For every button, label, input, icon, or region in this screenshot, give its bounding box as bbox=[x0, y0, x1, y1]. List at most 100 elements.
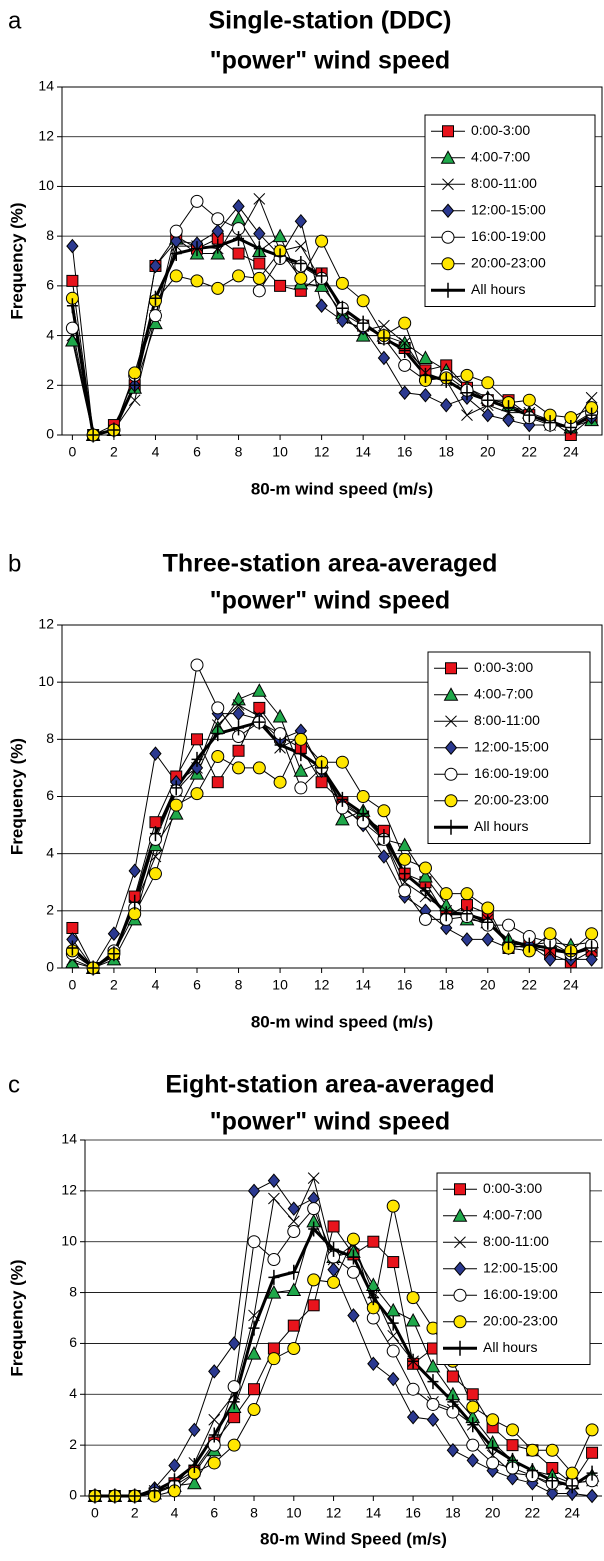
marker bbox=[148, 867, 162, 881]
x-tick-label: 0 bbox=[91, 1505, 99, 1521]
marker bbox=[460, 368, 474, 382]
marker bbox=[445, 819, 457, 835]
x-tick-label: 18 bbox=[438, 444, 454, 460]
marker bbox=[315, 776, 328, 789]
marker bbox=[486, 1463, 499, 1478]
marker bbox=[267, 1253, 281, 1267]
marker bbox=[211, 719, 224, 731]
legend-label: 12:00-15:00 bbox=[471, 201, 546, 217]
marker bbox=[506, 1470, 519, 1486]
marker bbox=[525, 1443, 539, 1457]
x-tick-label: 8 bbox=[250, 1505, 258, 1521]
chart-title: "power" wind speed bbox=[210, 1108, 450, 1136]
marker bbox=[453, 1315, 467, 1329]
marker bbox=[232, 199, 245, 214]
x-tick-label: 14 bbox=[355, 444, 371, 460]
marker bbox=[481, 376, 495, 390]
marker bbox=[228, 1394, 240, 1410]
marker bbox=[248, 1320, 260, 1336]
series-markers bbox=[65, 732, 599, 975]
y-tick-label: 10 bbox=[38, 177, 54, 193]
x-tick-label: 22 bbox=[522, 977, 538, 993]
marker bbox=[357, 315, 369, 331]
marker bbox=[425, 1358, 441, 1373]
x-tick-label: 14 bbox=[366, 1505, 382, 1521]
y-tick-label: 4 bbox=[46, 326, 54, 342]
marker bbox=[149, 826, 161, 842]
marker bbox=[251, 683, 267, 697]
x-tick-label: 12 bbox=[314, 444, 330, 460]
y-tick-label: 10 bbox=[38, 673, 54, 689]
marker bbox=[307, 1299, 320, 1312]
x-tick-label: 22 bbox=[525, 1505, 541, 1521]
marker bbox=[169, 224, 183, 238]
marker bbox=[446, 1442, 460, 1458]
x-tick-label: 18 bbox=[445, 1505, 461, 1521]
marker bbox=[586, 407, 598, 423]
marker bbox=[129, 894, 141, 910]
marker bbox=[295, 255, 307, 271]
x-tick-label: 4 bbox=[152, 444, 160, 460]
marker bbox=[89, 1488, 101, 1504]
marker bbox=[405, 1312, 421, 1327]
marker bbox=[386, 1199, 400, 1213]
x-tick-label: 8 bbox=[235, 444, 243, 460]
marker bbox=[248, 1383, 261, 1396]
marker bbox=[65, 321, 79, 335]
marker bbox=[419, 387, 432, 403]
x-tick-label: 16 bbox=[405, 1505, 421, 1521]
marker bbox=[426, 1412, 440, 1427]
marker bbox=[461, 385, 473, 401]
marker bbox=[109, 1488, 121, 1504]
y-axis-label: Frequency (%) bbox=[7, 738, 26, 855]
y-tick-label: 8 bbox=[46, 227, 54, 243]
legend-label: 12:00-15:00 bbox=[483, 1259, 558, 1275]
marker bbox=[187, 1475, 202, 1490]
legend-label: 16:00-19:00 bbox=[483, 1286, 558, 1302]
marker bbox=[294, 240, 307, 252]
marker bbox=[149, 290, 161, 306]
x-tick-label: 8 bbox=[235, 977, 243, 993]
marker bbox=[452, 1208, 468, 1222]
marker bbox=[288, 1264, 300, 1280]
y-tick-label: 4 bbox=[46, 844, 54, 860]
marker bbox=[565, 1466, 579, 1480]
marker bbox=[357, 806, 369, 822]
marker bbox=[253, 226, 266, 241]
marker bbox=[253, 241, 265, 257]
marker bbox=[294, 271, 308, 285]
marker bbox=[129, 1488, 141, 1504]
marker bbox=[523, 407, 535, 423]
marker bbox=[460, 932, 474, 947]
marker bbox=[441, 203, 455, 219]
legend-label: 0:00-3:00 bbox=[474, 659, 533, 675]
x-tick-label: 18 bbox=[438, 977, 454, 993]
marker bbox=[286, 1282, 302, 1297]
marker bbox=[453, 1288, 467, 1302]
marker bbox=[377, 804, 391, 818]
marker bbox=[307, 1202, 321, 1216]
marker bbox=[544, 940, 556, 956]
x-tick-label: 16 bbox=[397, 977, 413, 993]
legend-label: 8:00-11:00 bbox=[474, 712, 540, 728]
marker bbox=[207, 1456, 221, 1470]
marker bbox=[314, 278, 329, 292]
marker bbox=[585, 1488, 599, 1504]
y-tick-label: 6 bbox=[46, 787, 54, 803]
marker bbox=[252, 284, 266, 298]
marker bbox=[585, 952, 598, 967]
marker bbox=[336, 313, 349, 328]
marker bbox=[253, 714, 265, 730]
y-tick-label: 0 bbox=[46, 426, 54, 442]
legend-label: 16:00-19:00 bbox=[471, 228, 546, 244]
marker bbox=[441, 230, 455, 244]
marker bbox=[507, 1452, 519, 1468]
marker bbox=[66, 274, 79, 287]
marker bbox=[253, 701, 266, 714]
marker bbox=[272, 228, 288, 243]
x-tick-label: 10 bbox=[286, 1505, 302, 1521]
x-tick-label: 2 bbox=[110, 977, 118, 993]
marker bbox=[466, 1400, 480, 1414]
marker bbox=[467, 1417, 479, 1433]
